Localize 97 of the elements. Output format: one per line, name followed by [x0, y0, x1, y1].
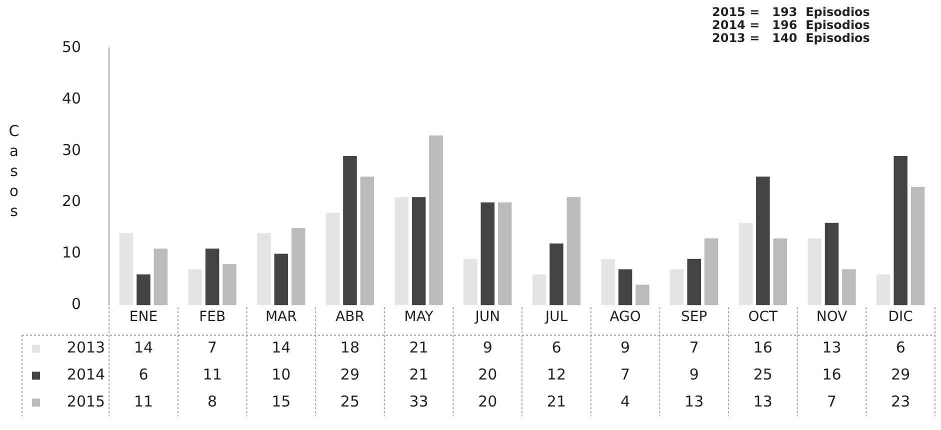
data-label: 13	[822, 338, 842, 357]
data-label: 14	[272, 338, 291, 357]
bar	[687, 258, 701, 306]
x-tick-label: ENE	[129, 309, 158, 326]
legend-label: 2013	[66, 338, 106, 357]
data-label: 9	[482, 338, 492, 357]
legend-label: 2014	[66, 366, 106, 384]
data-label: 7	[689, 338, 699, 357]
y-tick-label: 30	[62, 140, 82, 159]
bar	[222, 264, 236, 306]
bar	[842, 269, 856, 306]
bar	[566, 197, 581, 306]
data-label: 8	[208, 392, 218, 411]
bar	[291, 228, 306, 306]
data-label: 15	[272, 392, 291, 411]
x-tick-label: JUL	[544, 309, 568, 326]
data-label: 13	[753, 392, 772, 411]
bar	[808, 238, 822, 306]
data-label: 21	[546, 392, 566, 411]
bar	[670, 269, 684, 306]
data-label: 9	[689, 366, 699, 384]
y-axis-title: Casos	[8, 122, 20, 220]
data-label: 12	[546, 366, 566, 384]
y-tick-label: 40	[62, 89, 82, 108]
bar	[738, 222, 753, 306]
y-tick-label: 50	[62, 38, 82, 56]
y-tick-label: 0	[72, 295, 82, 314]
bar	[894, 156, 908, 306]
x-tick-label: NOV	[816, 309, 848, 326]
y-tick-label: 10	[62, 244, 82, 262]
bar	[550, 243, 564, 306]
bar	[773, 238, 788, 306]
bar	[257, 233, 271, 306]
data-label: 6	[138, 366, 148, 384]
bar	[464, 258, 478, 306]
data-label: 16	[753, 338, 772, 357]
data-label: 11	[134, 392, 154, 411]
legend-label: 2015	[66, 392, 106, 411]
bar	[136, 274, 150, 306]
data-label: 10	[272, 366, 291, 384]
data-label: 21	[409, 366, 428, 384]
data-label: 20	[478, 366, 498, 384]
x-tick-label: SEP	[681, 309, 708, 326]
bar	[824, 222, 839, 306]
bar	[618, 269, 632, 306]
x-tick-label: JUN	[474, 309, 500, 326]
data-label: 7	[620, 366, 630, 384]
bar	[429, 135, 443, 306]
bar	[756, 176, 770, 306]
x-tick-label: OCT	[748, 309, 778, 326]
x-tick-label: DIC	[888, 309, 914, 326]
data-label: 33	[409, 392, 428, 411]
data-label: 16	[822, 366, 842, 384]
data-label: 6	[552, 338, 562, 357]
bar	[274, 254, 288, 306]
data-label: 20	[478, 392, 498, 411]
bar	[412, 197, 426, 306]
x-tick-label: MAR	[265, 309, 298, 326]
data-label: 23	[891, 392, 910, 411]
bar	[360, 176, 374, 306]
data-label: 14	[134, 338, 154, 357]
data-label: 13	[684, 392, 704, 411]
bar	[119, 233, 134, 306]
x-tick-label: ABR	[336, 309, 365, 326]
bar	[154, 248, 168, 306]
data-label: 29	[340, 366, 360, 384]
text: 2015 = 193 Episodios	[712, 5, 870, 20]
bar	[188, 269, 202, 306]
bar	[326, 212, 340, 306]
text: 2013 = 140 Episodios	[712, 31, 870, 46]
y-tick-label: 20	[62, 192, 82, 210]
bar	[498, 202, 512, 306]
bar	[480, 202, 495, 306]
bar	[636, 284, 650, 306]
data-label: 25	[753, 366, 772, 384]
data-label: 25	[340, 392, 360, 411]
data-label: 4	[620, 392, 630, 411]
data-label: 18	[340, 338, 360, 357]
bar	[532, 274, 546, 306]
data-label: 21	[409, 338, 428, 357]
bar	[343, 156, 357, 306]
data-label: 29	[891, 366, 910, 384]
bar	[205, 248, 220, 306]
x-tick-label: AGO	[610, 309, 641, 326]
data-label: 6	[896, 338, 906, 357]
data-label: 7	[826, 392, 837, 411]
bar	[394, 197, 408, 306]
data-label: 11	[202, 366, 222, 384]
data-label: 7	[208, 338, 218, 357]
bar	[910, 186, 925, 306]
x-tick-label: FEB	[199, 309, 226, 326]
x-tick-label: MAY	[404, 309, 434, 326]
bar	[876, 274, 890, 306]
data-label: 9	[620, 338, 630, 357]
bar	[601, 258, 615, 306]
text: 2014 = 196 Episodios	[712, 18, 870, 32]
bar	[704, 238, 718, 306]
